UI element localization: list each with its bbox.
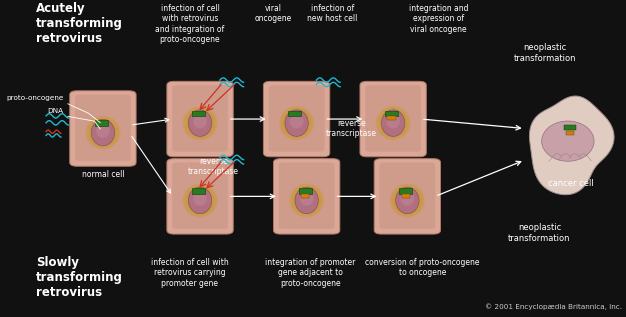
Bar (564, 125, 576, 130)
FancyBboxPatch shape (274, 158, 340, 234)
Text: reverse
transcriptase: reverse transcriptase (188, 157, 239, 176)
Ellipse shape (401, 191, 414, 206)
Text: neoplastic
transformation: neoplastic transformation (514, 43, 577, 63)
Bar (385, 111, 398, 116)
Text: normal cell: normal cell (81, 170, 124, 179)
Text: viral
oncogene: viral oncogene (254, 4, 292, 23)
FancyBboxPatch shape (75, 94, 131, 161)
FancyBboxPatch shape (172, 162, 228, 229)
Bar (299, 188, 312, 194)
Bar (387, 116, 396, 120)
Ellipse shape (193, 191, 207, 206)
Ellipse shape (193, 114, 207, 128)
Text: Slowly
transforming
retrovirus: Slowly transforming retrovirus (36, 256, 123, 299)
Bar (402, 194, 410, 197)
FancyBboxPatch shape (366, 85, 421, 152)
FancyBboxPatch shape (167, 81, 233, 157)
Ellipse shape (541, 121, 594, 161)
Ellipse shape (381, 110, 405, 136)
Ellipse shape (295, 187, 318, 214)
Text: integration of promoter
gene adjacent to
proto-oncogene: integration of promoter gene adjacent to… (265, 258, 356, 288)
FancyBboxPatch shape (279, 162, 334, 229)
Polygon shape (530, 96, 614, 195)
Bar (192, 111, 205, 116)
Bar (399, 188, 413, 194)
Text: proto-oncogene: proto-oncogene (6, 95, 64, 101)
Text: infection of cell
with retrovirus
and integration of
proto-oncogene: infection of cell with retrovirus and in… (155, 4, 225, 44)
Ellipse shape (386, 114, 400, 128)
FancyBboxPatch shape (360, 81, 426, 157)
Ellipse shape (188, 110, 212, 136)
Bar (95, 120, 108, 126)
Text: reverse
transcriptase: reverse transcriptase (326, 119, 377, 138)
Bar (301, 194, 309, 197)
FancyBboxPatch shape (264, 81, 330, 157)
FancyBboxPatch shape (167, 158, 233, 234)
Text: infection of cell with
retrovirus carrying
promoter gene: infection of cell with retrovirus carryi… (151, 258, 229, 288)
Ellipse shape (396, 187, 419, 214)
Text: integration and
expression of
viral oncogene: integration and expression of viral onco… (409, 4, 468, 34)
Text: © 2001 Encyclopædia Britannica, Inc.: © 2001 Encyclopædia Britannica, Inc. (485, 303, 622, 310)
Ellipse shape (300, 191, 314, 206)
Ellipse shape (290, 114, 304, 128)
FancyBboxPatch shape (69, 91, 136, 166)
Text: conversion of proto-oncogene
to oncogene: conversion of proto-oncogene to oncogene (366, 258, 480, 277)
Text: infection of
new host cell: infection of new host cell (307, 4, 357, 23)
Bar (289, 111, 302, 116)
Ellipse shape (188, 187, 212, 214)
Text: neoplastic
transformation: neoplastic transformation (508, 223, 571, 243)
Ellipse shape (285, 110, 308, 136)
Ellipse shape (96, 124, 110, 138)
Bar (566, 131, 574, 134)
Bar (192, 188, 205, 194)
FancyBboxPatch shape (269, 85, 324, 152)
FancyBboxPatch shape (374, 158, 441, 234)
FancyBboxPatch shape (379, 162, 435, 229)
Text: cancer cell: cancer cell (548, 179, 593, 188)
Ellipse shape (91, 120, 115, 146)
FancyBboxPatch shape (172, 85, 228, 152)
Text: Acutely
transforming
retrovirus: Acutely transforming retrovirus (36, 2, 123, 45)
Text: DNA: DNA (48, 108, 64, 114)
